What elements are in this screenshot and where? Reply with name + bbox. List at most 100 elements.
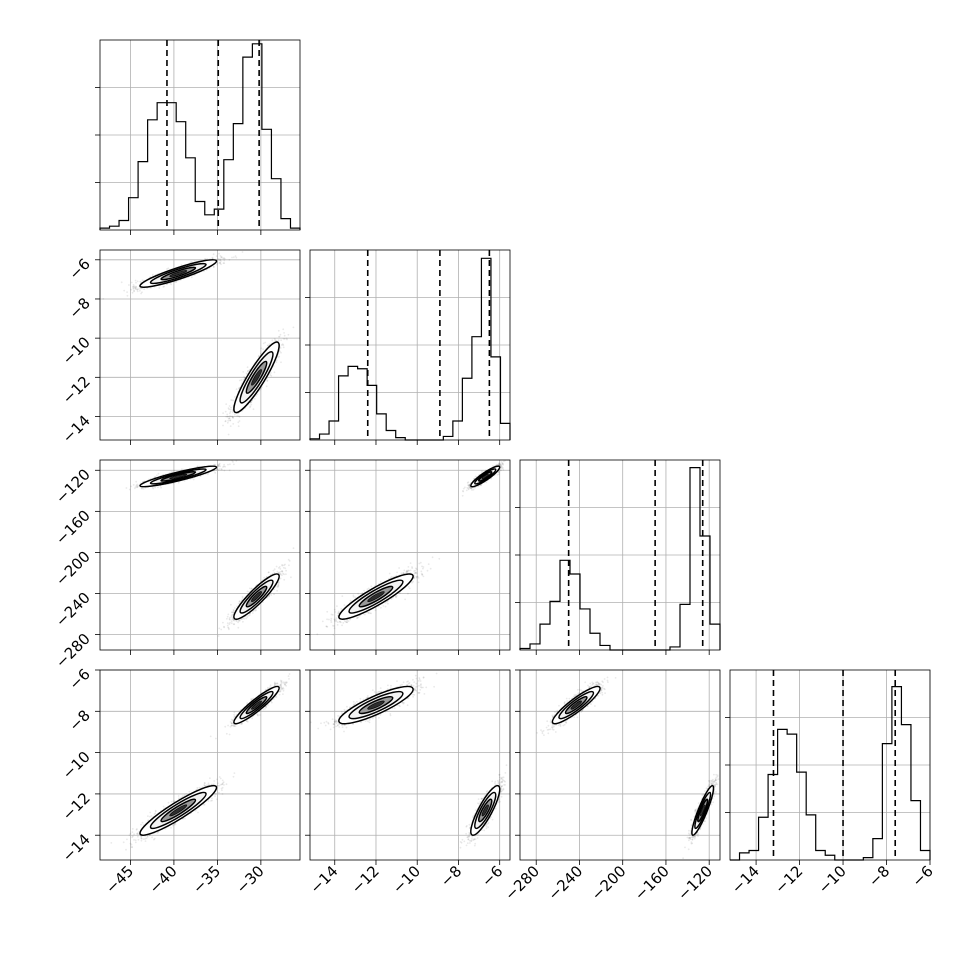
sample-point xyxy=(222,424,224,427)
sample-point xyxy=(285,569,287,572)
sample-point xyxy=(177,481,180,484)
sample-point xyxy=(190,276,193,279)
sample-point xyxy=(228,623,231,625)
sample-point xyxy=(276,586,279,589)
sample-point xyxy=(232,399,235,402)
hist-panel-3 xyxy=(515,459,721,655)
sample-point xyxy=(281,564,283,566)
sample-point xyxy=(132,288,135,290)
sample-point xyxy=(218,462,221,465)
sample-point xyxy=(267,344,269,347)
sample-point xyxy=(223,469,226,472)
sample-point xyxy=(135,285,137,288)
histogram-step xyxy=(519,467,721,651)
sample-point xyxy=(226,421,229,424)
sample-point xyxy=(257,607,260,609)
sample-point xyxy=(134,288,137,290)
sample-point xyxy=(275,565,278,568)
sample-point xyxy=(220,468,223,471)
sample-point xyxy=(222,412,225,414)
sample-point xyxy=(273,371,276,374)
sample-point xyxy=(238,619,241,622)
sample-point xyxy=(235,460,238,462)
sample-point xyxy=(219,261,222,264)
sample-point xyxy=(139,289,141,292)
sample-point xyxy=(282,328,285,331)
sample-point xyxy=(224,465,227,468)
sample-point xyxy=(229,408,232,411)
sample-point xyxy=(281,574,283,577)
sample-point xyxy=(162,286,165,288)
sample-point xyxy=(230,616,233,618)
sample-point xyxy=(282,572,284,575)
sample-point xyxy=(166,268,168,270)
sample-point xyxy=(230,620,233,623)
sample-point xyxy=(181,468,183,470)
sample-point xyxy=(279,568,282,570)
sample-point xyxy=(227,463,229,466)
sample-point xyxy=(217,463,220,466)
sample-point xyxy=(102,298,105,300)
sample-point xyxy=(280,339,282,342)
points-layer xyxy=(125,460,295,637)
sample-point xyxy=(225,403,228,405)
sample-point xyxy=(130,485,133,488)
sample-point xyxy=(247,615,250,617)
sample-point xyxy=(229,618,231,621)
sample-point xyxy=(231,416,234,418)
sample-point xyxy=(213,463,216,466)
sample-point xyxy=(152,487,155,490)
sample-point xyxy=(266,380,269,382)
sample-point xyxy=(125,487,128,489)
sample-point xyxy=(234,255,237,257)
sample-point xyxy=(279,577,282,580)
sample-point xyxy=(141,279,144,282)
sample-point xyxy=(219,259,222,262)
sample-point xyxy=(218,464,220,467)
sample-point xyxy=(254,609,256,612)
sample-point xyxy=(135,480,138,483)
sample-point xyxy=(277,339,280,341)
sample-point xyxy=(260,387,262,390)
y-tick-label: −12 xyxy=(59,372,94,407)
sample-point xyxy=(231,611,234,613)
sample-point xyxy=(214,471,217,474)
sample-point xyxy=(263,576,266,579)
sample-point xyxy=(276,570,279,573)
sample-point xyxy=(133,289,135,292)
sample-point xyxy=(232,461,234,463)
sample-point xyxy=(232,411,234,414)
sample-point xyxy=(250,588,253,590)
sample-point xyxy=(227,627,230,630)
sample-point xyxy=(276,589,278,592)
sample-point xyxy=(252,408,255,411)
sample-point xyxy=(249,405,252,408)
sample-point xyxy=(260,347,263,350)
sample-point xyxy=(193,260,196,262)
x-tick-label: −8 xyxy=(865,862,893,890)
sample-point xyxy=(203,270,205,273)
sample-point xyxy=(230,622,233,625)
sample-point xyxy=(230,406,232,409)
sample-point xyxy=(217,257,220,260)
sample-point xyxy=(136,486,138,489)
sample-point xyxy=(154,486,157,489)
sample-point xyxy=(277,585,279,587)
sample-point xyxy=(183,479,186,482)
sample-point xyxy=(222,257,225,260)
sample-point xyxy=(249,401,252,404)
sample-point xyxy=(220,260,222,262)
sample-point xyxy=(226,617,228,620)
sample-point xyxy=(232,416,234,419)
sample-point xyxy=(273,593,275,596)
sample-point xyxy=(282,346,285,349)
sample-point xyxy=(212,253,215,256)
sample-point xyxy=(160,486,163,489)
sample-point xyxy=(228,408,231,411)
sample-point xyxy=(151,486,154,489)
sample-point xyxy=(257,355,260,358)
sample-point xyxy=(229,621,231,624)
sample-point xyxy=(228,412,231,415)
sample-point xyxy=(227,626,230,629)
sample-point xyxy=(265,385,268,388)
